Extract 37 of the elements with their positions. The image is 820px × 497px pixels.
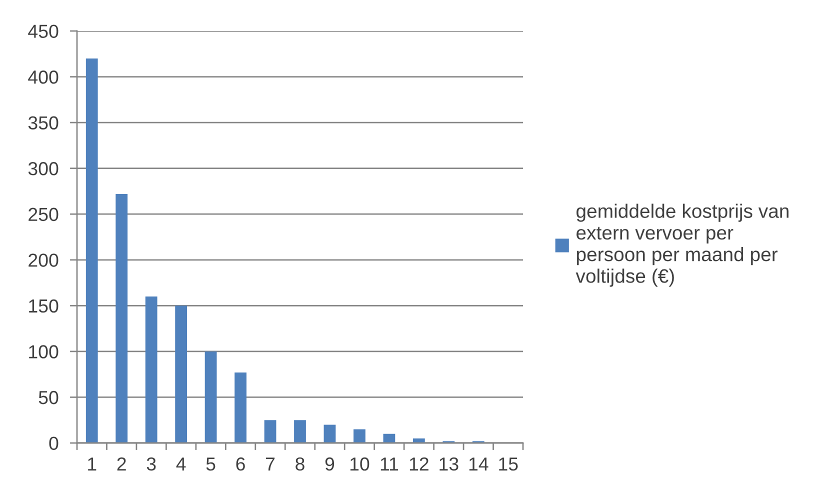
x-tick-label: 6 [236, 457, 245, 471]
x-tick-label: 10 [350, 457, 370, 471]
y-tick-label: 0 [49, 436, 58, 450]
bar [264, 420, 276, 443]
x-tick-label: 13 [440, 457, 458, 471]
bar [234, 372, 246, 443]
y-tick-label: 100 [29, 345, 58, 358]
x-tick-label: 12 [410, 457, 428, 470]
x-tick-label: 14 [469, 458, 488, 470]
x-tick-label: 1 [88, 458, 96, 470]
x-tick-label: 8 [296, 457, 304, 471]
x-tick-label: 9 [325, 457, 334, 471]
bar [116, 194, 128, 443]
bar [354, 429, 366, 443]
y-tick-label: 450 [28, 24, 58, 38]
bar [175, 306, 188, 443]
bar [145, 296, 158, 443]
y-tick-label: 350 [28, 116, 58, 130]
y-tick-label: 250 [28, 208, 58, 222]
x-tick-label: 15 [499, 458, 518, 471]
y-tick-label: 50 [38, 390, 58, 404]
x-tick-label: 2 [117, 457, 126, 470]
bar [204, 351, 217, 443]
y-tick-label: 300 [28, 162, 58, 176]
bar [324, 424, 336, 443]
x-tick-label: 5 [206, 458, 216, 471]
x-tick-label: 3 [146, 457, 156, 471]
bar [383, 434, 396, 443]
bar [294, 420, 306, 443]
y-tick-label: 150 [29, 299, 58, 313]
x-tick-label: 7 [266, 458, 275, 470]
y-tick-label: 400 [28, 70, 58, 84]
bar [86, 58, 98, 443]
x-tick-label: 11 [380, 458, 398, 470]
legend-label: gemiddelde kostprijs van extern vervoer per persoon per maand per voltijdse (€) [576, 204, 788, 287]
x-tick-label: 4 [176, 458, 186, 470]
y-tick-label: 200 [28, 254, 58, 267]
